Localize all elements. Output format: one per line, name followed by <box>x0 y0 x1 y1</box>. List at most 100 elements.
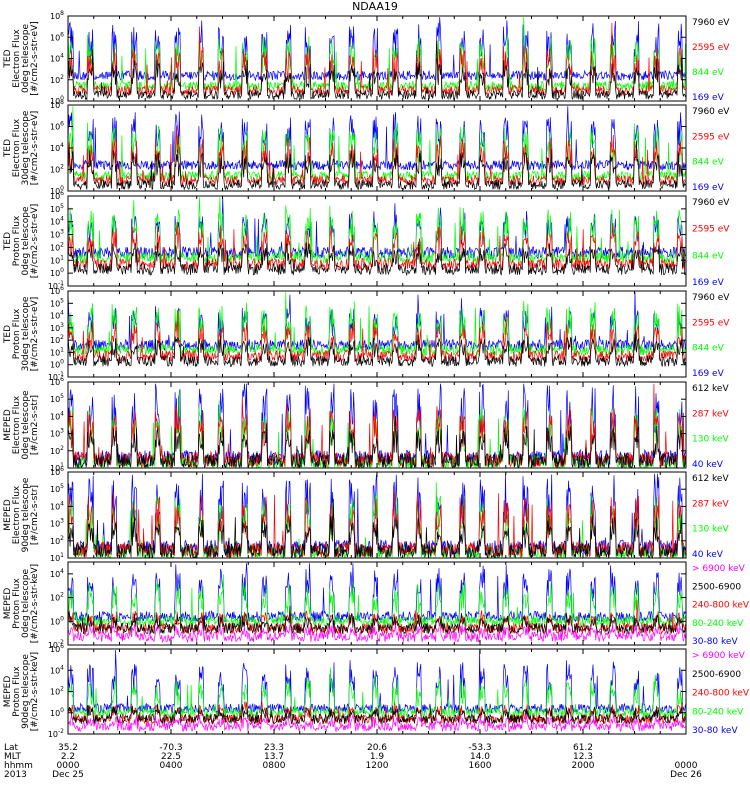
y-tick-label: 102 <box>50 592 64 603</box>
legend-label: > 6900 keV <box>692 564 746 574</box>
y-tick-label: 106 <box>50 121 64 132</box>
panel-frame-4 <box>67 290 687 378</box>
x-row-label: 2013 <box>4 770 27 780</box>
y-axis-label: MEPED <box>3 409 13 441</box>
y-axis-label: [#/cm2-s-str-eV] <box>30 204 40 279</box>
legend-label: 30-80 keV <box>692 726 738 736</box>
trace-7-1 <box>67 623 686 644</box>
y-tick-label: 102 <box>50 164 64 175</box>
x-tick-hhmm: 0000 <box>57 761 80 771</box>
trace-7-4 <box>67 574 686 628</box>
y-tick-label: 105 <box>50 203 64 214</box>
x-tick-lat: -53.3 <box>468 743 491 753</box>
y-tick-label: 104 <box>50 568 64 579</box>
legend-label: 130 keV <box>692 435 729 445</box>
y-axis-label: TED <box>3 139 13 158</box>
legend-label: 130 keV <box>692 525 729 535</box>
x-row-label: Lat <box>4 743 19 753</box>
y-tick-label: 105 <box>50 393 64 404</box>
trace-2-1 <box>67 140 686 191</box>
legend-label: > 6900 keV <box>692 651 746 661</box>
trace-2-2 <box>67 125 686 187</box>
y-tick-label: 100 <box>50 615 64 626</box>
trace-8-5 <box>67 650 686 715</box>
y-tick-label: 104 <box>50 664 64 675</box>
trace-3-4 <box>67 197 686 260</box>
y-axis-label: [#/cm2-s-str-eV] <box>30 297 40 372</box>
y-tick-label: 104 <box>50 310 64 321</box>
legend-label: 2595 eV <box>692 225 730 235</box>
trace-4-2 <box>67 309 686 363</box>
y-axis-label: Proton Flux <box>12 666 22 717</box>
y-axis-label: [#/cm2-s-str] <box>30 395 40 455</box>
legend-label: 30-80 keV <box>692 637 738 647</box>
y-tick-label: 106 <box>50 31 64 42</box>
x-tick-mlt: 12.3 <box>573 752 593 762</box>
legend-label: 2595 eV <box>692 43 730 53</box>
panel-1: 100 102 104 106 108 TED Electron Flux 0deg tele… <box>3 10 730 106</box>
x-tick-date: Dec 25 <box>52 770 84 780</box>
panel-8: 10-2 100 102 104 106 MEPED Proton Flux 90deg te… <box>3 643 750 739</box>
x-tick-mlt: 2.2 <box>61 752 75 762</box>
y-axis-label: Electron Flux <box>12 395 22 454</box>
legend-label: 169 eV <box>692 278 725 288</box>
y-tick-label: 103 <box>50 322 64 333</box>
y-tick-label: 10-2 <box>48 639 64 650</box>
y-axis-label: 30deg telescope <box>21 296 31 371</box>
y-axis-label: [#/cm2-s-str-eV] <box>30 111 40 186</box>
y-tick-label: 105 <box>50 483 64 494</box>
legend-label: 7960 eV <box>692 107 730 117</box>
y-axis-label: Electron Flux <box>12 118 22 177</box>
y-tick-label: 102 <box>50 686 64 697</box>
y-tick-label: 100 <box>50 95 64 106</box>
x-tick-mlt: 1.9 <box>370 752 385 762</box>
y-axis-label: TED <box>3 49 13 68</box>
y-tick-label: 10-2 <box>48 728 64 739</box>
y-tick-label: 108 <box>50 99 64 110</box>
y-tick-label: 106 <box>50 285 64 296</box>
y-axis-label: 0deg telescope <box>21 206 31 276</box>
y-axis-label: TED <box>3 232 13 251</box>
y-axis-label: 0deg telescope <box>21 569 31 639</box>
legend-label: 7960 eV <box>692 18 730 28</box>
trace-2-4 <box>67 106 686 172</box>
legend-label: 2595 eV <box>692 318 730 328</box>
y-tick-label: 106 <box>50 466 64 477</box>
y-axis-label: Proton Flux <box>12 578 22 629</box>
y-tick-label: 104 <box>50 142 64 153</box>
legend-label: 612 keV <box>692 474 729 484</box>
y-axis-label: 90deg telescope <box>21 654 31 729</box>
trace-7-2 <box>67 605 686 636</box>
x-tick-date: Dec 26 <box>670 770 702 780</box>
y-tick-label: 103 <box>50 229 64 240</box>
y-tick-label: 101 <box>50 254 64 265</box>
y-tick-label: 103 <box>50 518 64 529</box>
y-axis-label: MEPED <box>3 499 13 531</box>
legend-label: 612 keV <box>692 384 729 394</box>
trace-1-4 <box>67 17 686 82</box>
x-tick-mlt: 14.0 <box>470 752 490 762</box>
legend-label: 2500-6900 <box>692 670 741 680</box>
y-axis-label: [#/cm2-s-str-eV] <box>30 21 40 96</box>
y-axis-label: 30deg telescope <box>21 110 31 185</box>
y-axis-label: TED <box>3 325 13 344</box>
legend-label: 169 eV <box>692 369 725 379</box>
panel-7: 10-2 100 102 104 MEPED Proton Flux 0deg telesc… <box>3 561 750 650</box>
y-tick-label: 106 <box>50 376 64 387</box>
trace-1-2 <box>67 22 686 97</box>
x-row-label: MLT <box>4 752 22 762</box>
x-tick-lat: 61.2 <box>573 743 593 753</box>
y-tick-label: 100 <box>50 185 64 196</box>
legend-label: 240-800 keV <box>692 601 750 611</box>
y-tick-label: 104 <box>50 410 64 421</box>
x-tick-hhmm: 0400 <box>160 761 183 771</box>
trace-3-2 <box>67 221 686 272</box>
x-tick-hhmm: 1200 <box>366 761 389 771</box>
x-tick-mlt: 22.5 <box>161 752 181 762</box>
y-tick-label: 101 <box>50 346 64 357</box>
y-axis-label: Electron Flux <box>12 29 22 88</box>
x-tick-mlt: 13.7 <box>264 752 284 762</box>
y-axis-label: Electron Flux <box>12 485 22 544</box>
